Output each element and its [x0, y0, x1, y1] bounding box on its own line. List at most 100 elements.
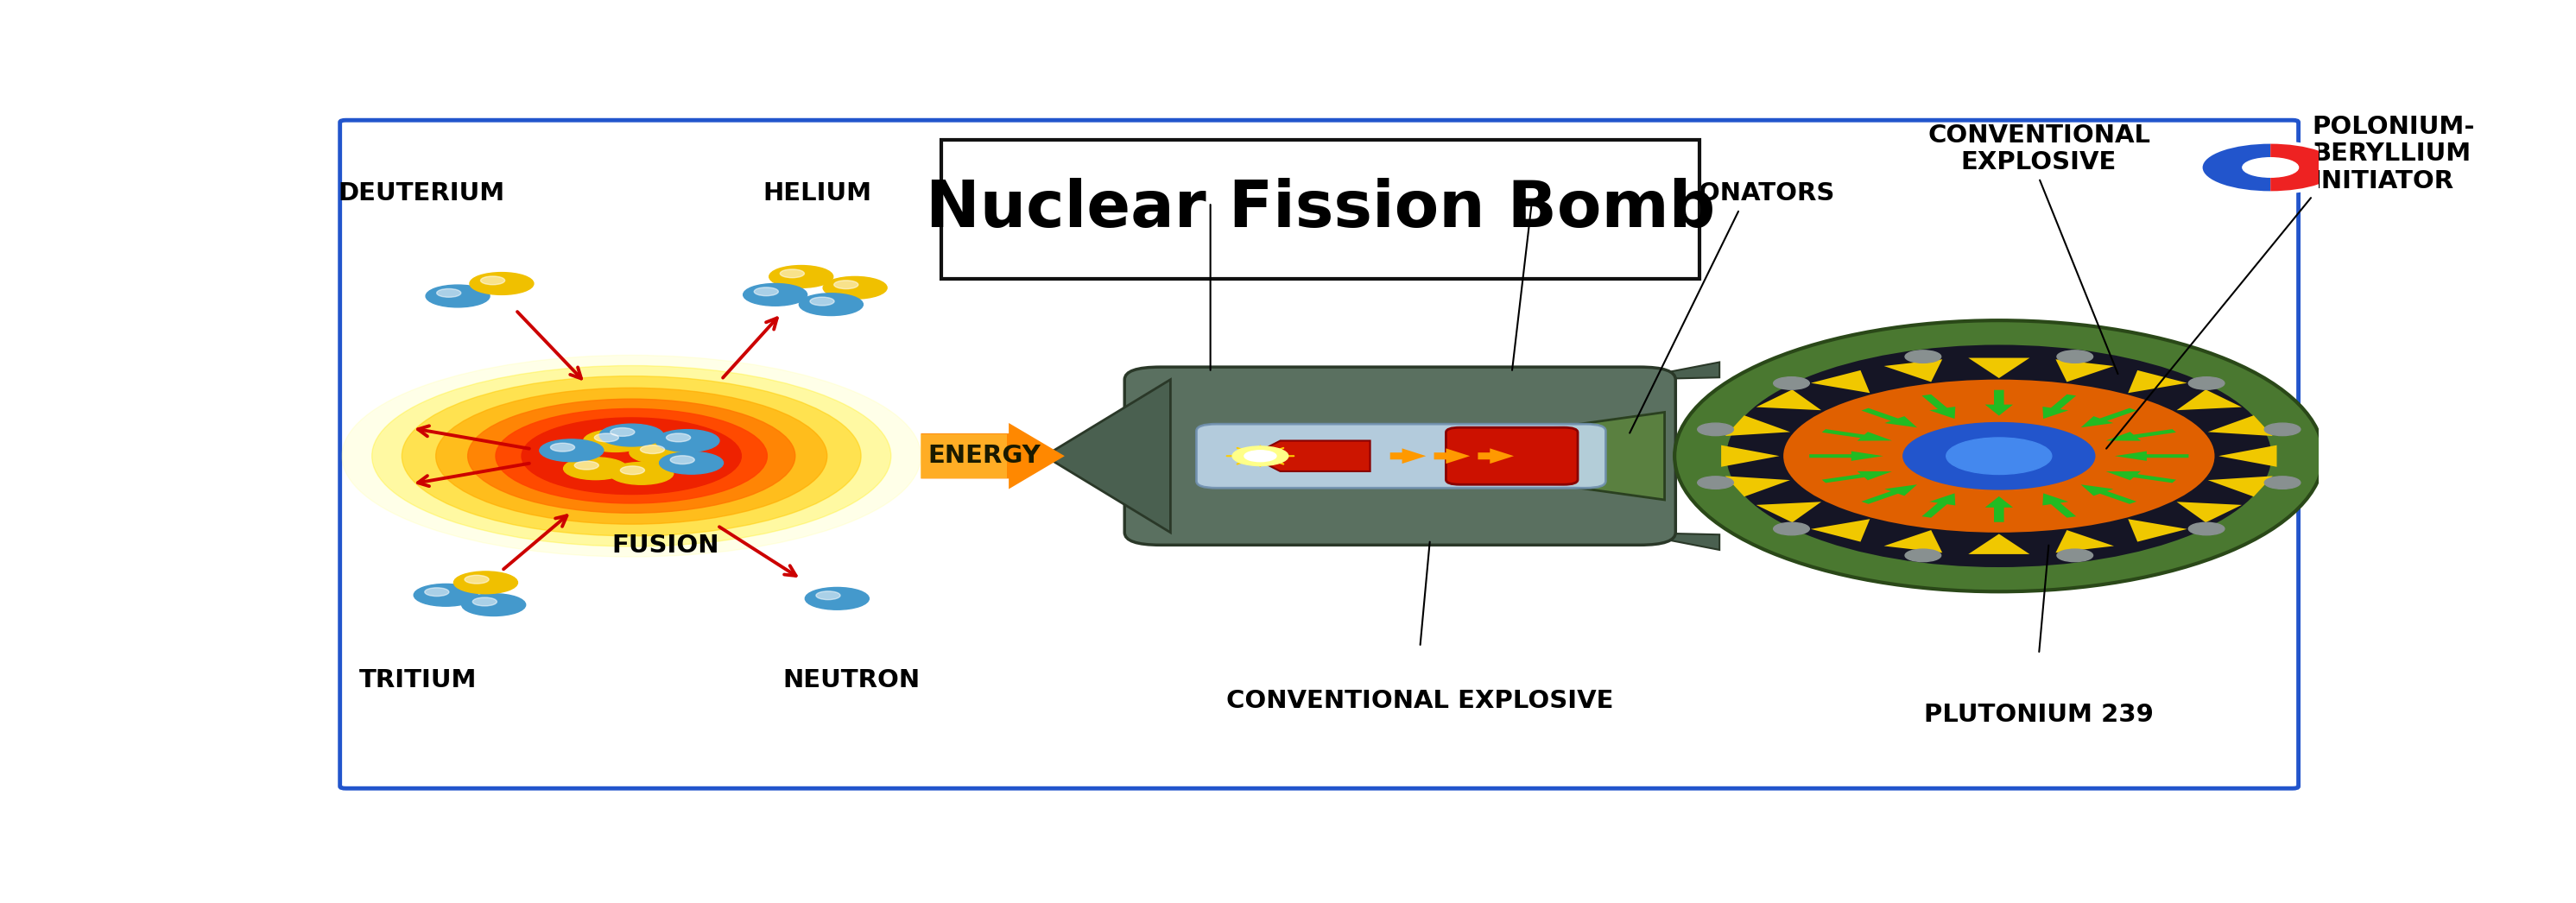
Ellipse shape: [1783, 379, 2215, 533]
Polygon shape: [2128, 519, 2187, 542]
Ellipse shape: [1726, 345, 2272, 567]
Circle shape: [2190, 377, 2226, 389]
Text: Nuclear Fission Bomb: Nuclear Fission Bomb: [925, 178, 1716, 241]
Circle shape: [667, 433, 690, 442]
FancyArrow shape: [922, 434, 1007, 478]
Polygon shape: [1726, 415, 1790, 436]
Circle shape: [1231, 446, 1288, 466]
FancyBboxPatch shape: [1445, 427, 1577, 485]
Circle shape: [482, 276, 505, 284]
FancyArrow shape: [1922, 395, 1955, 419]
Circle shape: [471, 598, 497, 606]
FancyArrow shape: [1922, 493, 1955, 517]
Circle shape: [402, 376, 860, 536]
Polygon shape: [1883, 530, 1942, 553]
Circle shape: [469, 399, 796, 513]
FancyArrow shape: [2081, 485, 2136, 504]
Circle shape: [2264, 424, 2300, 435]
Circle shape: [453, 572, 518, 593]
Circle shape: [2058, 350, 2092, 363]
Circle shape: [1244, 451, 1275, 461]
Polygon shape: [2128, 370, 2187, 393]
Circle shape: [600, 424, 665, 446]
Circle shape: [817, 591, 840, 600]
Circle shape: [621, 466, 644, 474]
Polygon shape: [1249, 441, 1370, 471]
Text: PLUTONIUM 239: PLUTONIUM 239: [1924, 703, 2154, 727]
FancyBboxPatch shape: [1195, 424, 1605, 488]
FancyArrow shape: [2107, 471, 2177, 483]
Polygon shape: [2177, 502, 2241, 523]
Polygon shape: [1968, 534, 2030, 554]
Circle shape: [520, 418, 742, 494]
Text: DETONATORS: DETONATORS: [1115, 174, 1306, 199]
Circle shape: [461, 593, 526, 616]
Circle shape: [415, 584, 477, 606]
Polygon shape: [1546, 412, 1664, 500]
Circle shape: [824, 276, 886, 299]
FancyArrow shape: [2107, 429, 2177, 441]
Circle shape: [435, 388, 827, 524]
Text: CONVENTIONAL EXPLOSIVE: CONVENTIONAL EXPLOSIVE: [1226, 689, 1613, 713]
Circle shape: [670, 456, 696, 464]
Circle shape: [469, 273, 533, 294]
Circle shape: [611, 462, 672, 485]
Polygon shape: [1883, 359, 1942, 382]
Polygon shape: [2056, 530, 2115, 553]
Circle shape: [770, 265, 832, 288]
Circle shape: [2190, 523, 2226, 535]
Polygon shape: [1726, 476, 1790, 497]
Text: TRITIUM: TRITIUM: [358, 668, 477, 693]
Polygon shape: [1757, 502, 1821, 523]
FancyArrow shape: [1479, 449, 1515, 463]
Circle shape: [629, 442, 693, 463]
FancyArrow shape: [1986, 497, 2012, 522]
Text: CONVENTIONAL
EXPLOSIVE: CONVENTIONAL EXPLOSIVE: [1927, 123, 2151, 174]
Polygon shape: [1811, 370, 1870, 393]
FancyArrow shape: [1821, 471, 1891, 483]
FancyArrow shape: [1435, 449, 1471, 463]
FancyArrow shape: [2115, 452, 2190, 461]
Circle shape: [1947, 438, 2050, 474]
Circle shape: [806, 588, 868, 610]
Circle shape: [654, 430, 719, 452]
Circle shape: [564, 458, 629, 479]
Circle shape: [1772, 523, 1808, 535]
FancyArrow shape: [1821, 429, 1891, 441]
Circle shape: [585, 430, 647, 452]
Circle shape: [425, 588, 448, 596]
Circle shape: [2058, 549, 2092, 562]
FancyArrow shape: [1808, 452, 1883, 461]
Circle shape: [1906, 549, 1940, 562]
Circle shape: [659, 452, 724, 474]
Circle shape: [438, 289, 461, 297]
Circle shape: [799, 293, 863, 315]
Circle shape: [835, 281, 858, 289]
Polygon shape: [1721, 445, 1780, 467]
Circle shape: [1698, 477, 1734, 489]
Circle shape: [1906, 350, 1940, 363]
Polygon shape: [1757, 389, 1821, 410]
Wedge shape: [2269, 144, 2339, 191]
Polygon shape: [2177, 389, 2241, 410]
FancyArrow shape: [2043, 493, 2076, 517]
Circle shape: [371, 366, 891, 546]
Circle shape: [574, 461, 598, 470]
Circle shape: [464, 575, 489, 583]
Circle shape: [551, 443, 574, 452]
Circle shape: [2264, 477, 2300, 489]
Text: NEUTRON: NEUTRON: [783, 668, 920, 693]
Circle shape: [343, 355, 922, 557]
Circle shape: [595, 433, 618, 442]
Text: ENERGY: ENERGY: [927, 444, 1041, 468]
Text: POLONIUM-
BERYLLIUM
INITIATOR: POLONIUM- BERYLLIUM INITIATOR: [2313, 115, 2476, 193]
Text: FUSION: FUSION: [611, 534, 719, 558]
FancyArrow shape: [2081, 408, 2136, 427]
FancyArrow shape: [1986, 390, 2012, 415]
Circle shape: [495, 409, 768, 503]
Polygon shape: [2208, 476, 2272, 497]
Polygon shape: [1968, 358, 2030, 378]
Polygon shape: [1631, 362, 1721, 379]
FancyArrow shape: [922, 423, 1064, 489]
Polygon shape: [1631, 533, 1721, 550]
